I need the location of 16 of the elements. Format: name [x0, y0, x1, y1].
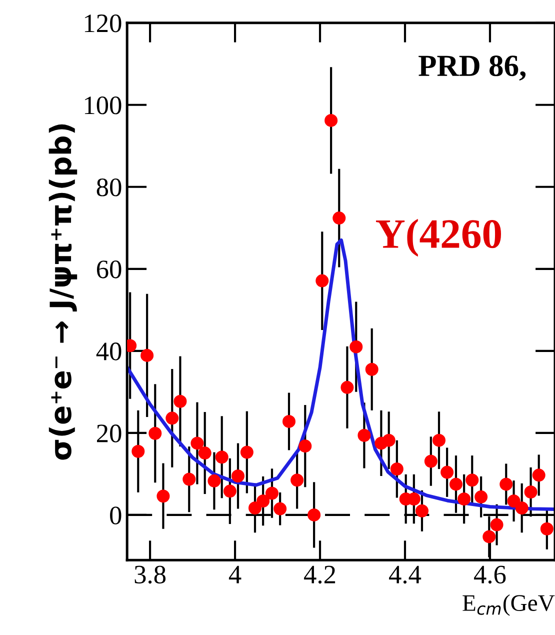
x-tick-label: 3.8: [134, 566, 166, 584]
annotation: Y(4260: [376, 218, 501, 257]
y-tick-label: 60: [96, 260, 122, 278]
x-axis-title: E$_{cm}$(GeV: [462, 594, 555, 616]
y-axis-title: σ(e⁺e⁻ → J/ψπ⁺π)(pb): [48, 124, 78, 460]
annotation: PRD 86,: [418, 56, 526, 81]
x-tick-label: 4.6: [474, 566, 506, 584]
x-tick-label: 4: [228, 566, 242, 584]
x-tick-label: 4.2: [304, 566, 336, 584]
y-tick-label: 80: [96, 178, 122, 196]
y-tick-label: 0: [110, 506, 122, 524]
y-tick-label: 40: [96, 342, 122, 360]
y-tick-label: 20: [97, 424, 122, 442]
y-tick-label: 100: [84, 96, 122, 114]
y-tick-label: 120: [84, 14, 122, 32]
x-tick-label: 4.4: [389, 566, 422, 584]
